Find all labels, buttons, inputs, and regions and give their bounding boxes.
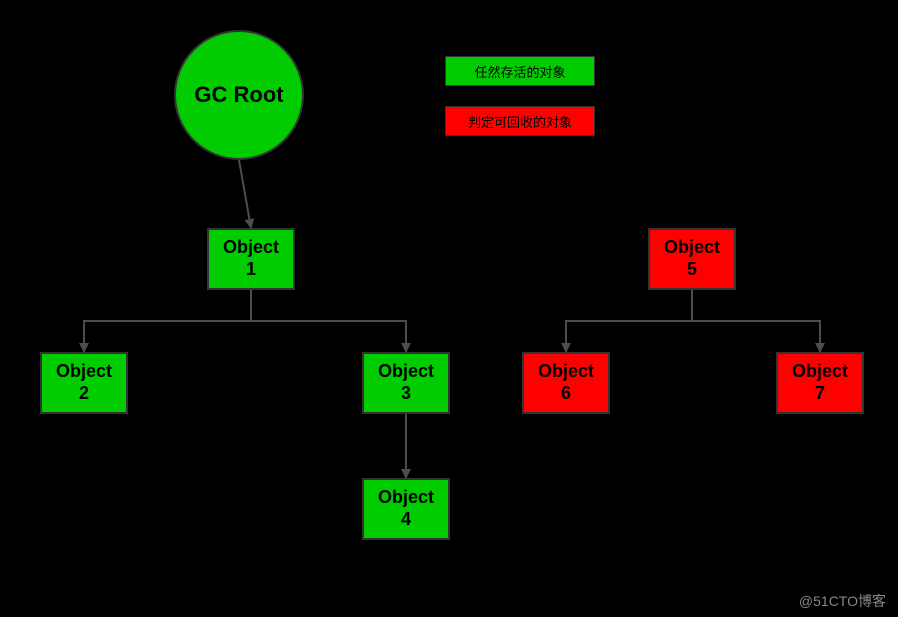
node-object-5-label: Object5 xyxy=(664,237,720,280)
legend-alive-label: 任然存活的对象 xyxy=(474,62,565,81)
watermark: @51CTO博客 xyxy=(799,591,886,611)
node-object-3: Object3 xyxy=(362,352,450,414)
node-object-1-label: Object1 xyxy=(223,237,279,280)
legend-dead: 判定可回收的对象 xyxy=(445,106,595,136)
node-object-1: Object1 xyxy=(207,228,295,290)
node-object-3-label: Object3 xyxy=(378,361,434,404)
node-gc-root: GC Root xyxy=(174,30,304,160)
legend-dead-label: 判定可回收的对象 xyxy=(468,112,572,131)
node-object-7-label: Object7 xyxy=(792,361,848,404)
node-object-6: Object6 xyxy=(522,352,610,414)
node-object-5: Object5 xyxy=(648,228,736,290)
node-object-4-label: Object4 xyxy=(378,487,434,530)
legend-alive: 任然存活的对象 xyxy=(445,56,595,86)
node-gc-root-label: GC Root xyxy=(194,82,283,108)
watermark-text: @51CTO博客 xyxy=(799,593,886,609)
node-object-2: Object2 xyxy=(40,352,128,414)
node-object-6-label: Object6 xyxy=(538,361,594,404)
node-object-7: Object7 xyxy=(776,352,864,414)
node-object-2-label: Object2 xyxy=(56,361,112,404)
node-object-4: Object4 xyxy=(362,478,450,540)
